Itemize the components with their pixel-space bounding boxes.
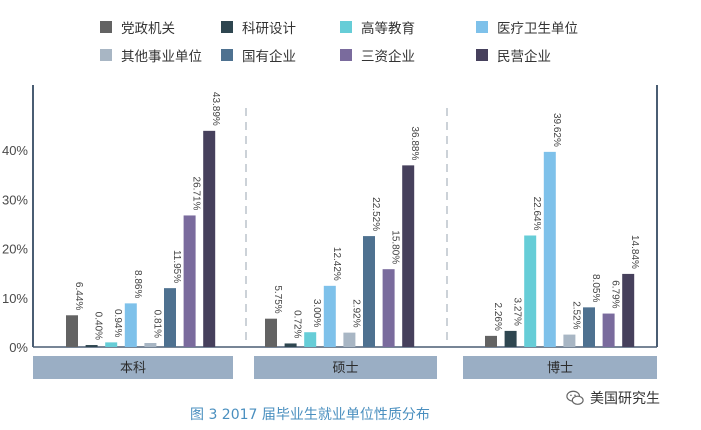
bar-data-label: 8.05% bbox=[590, 274, 601, 302]
legend-item: 国有企业 bbox=[221, 46, 296, 65]
bar bbox=[66, 315, 78, 347]
legend-swatch bbox=[221, 21, 233, 33]
bars bbox=[66, 130, 635, 347]
bar bbox=[543, 151, 556, 347]
bar-data-labels: 6.44% 5.75% 2.26% 0.40% 0.72% 3.27% 0.94% 3.00%… bbox=[73, 92, 640, 340]
bar bbox=[323, 285, 336, 347]
legend-label: 国有企业 bbox=[242, 49, 296, 65]
legend-item: 科研设计 bbox=[221, 18, 296, 37]
category-label: 本科 bbox=[120, 361, 146, 376]
category-band bbox=[254, 356, 437, 379]
bar bbox=[265, 318, 277, 347]
legend-label: 三资企业 bbox=[361, 49, 415, 65]
legend-label: 其他事业单位 bbox=[121, 49, 202, 65]
legend-item: 其他事业单位 bbox=[100, 46, 202, 65]
category-bands: 本科 硕士 博士 bbox=[33, 356, 657, 379]
y-tick-label: 30% bbox=[2, 192, 28, 207]
legend-swatch bbox=[100, 21, 112, 33]
bar-data-label: 14.84% bbox=[629, 235, 640, 269]
bar-data-label: 6.44% bbox=[73, 282, 84, 310]
bar bbox=[203, 130, 216, 347]
bar-data-label: 39.62% bbox=[551, 113, 562, 147]
bar-data-label: 3.00% bbox=[311, 299, 322, 327]
legend-swatch bbox=[100, 49, 112, 61]
legend-label: 高等教育 bbox=[361, 21, 415, 37]
legend-label: 民营企业 bbox=[497, 49, 551, 65]
bar bbox=[183, 215, 196, 347]
legend-swatch bbox=[340, 49, 352, 61]
legend-label: 科研设计 bbox=[242, 21, 296, 37]
bar-data-label: 0.81% bbox=[151, 310, 162, 338]
bar bbox=[105, 342, 118, 347]
bar-data-label: 2.92% bbox=[350, 299, 361, 327]
bar bbox=[485, 335, 497, 347]
bar-data-label: 6.79% bbox=[610, 280, 621, 308]
bar bbox=[144, 343, 157, 347]
bar-data-label: 22.64% bbox=[531, 197, 542, 231]
bar-data-label: 5.75% bbox=[272, 285, 283, 313]
bar bbox=[124, 303, 137, 347]
figure-caption: 图 3 2017 届毕业生就业单位性质分布 bbox=[190, 407, 430, 423]
watermark-text: 美国研究生 bbox=[590, 391, 660, 407]
legend-swatch bbox=[221, 49, 233, 61]
legend-item: 三资企业 bbox=[340, 46, 415, 65]
bar bbox=[284, 343, 297, 347]
bar-data-label: 26.71% bbox=[191, 177, 202, 211]
bar bbox=[504, 330, 517, 347]
category-label: 博士 bbox=[547, 361, 573, 376]
y-tick-label: 0% bbox=[9, 340, 28, 355]
bar bbox=[622, 273, 635, 347]
bar-data-label: 12.42% bbox=[331, 247, 342, 281]
bar bbox=[85, 345, 98, 347]
bar bbox=[304, 332, 317, 347]
bar-data-label: 2.26% bbox=[492, 303, 503, 331]
bar-data-label: 0.94% bbox=[112, 309, 123, 337]
bar bbox=[583, 307, 595, 347]
category-label: 硕士 bbox=[332, 361, 358, 376]
watermark: 美国研究生 bbox=[566, 388, 660, 408]
bar bbox=[524, 235, 537, 347]
bar-data-label: 11.95% bbox=[171, 250, 182, 283]
legend-swatch bbox=[340, 21, 352, 33]
legend-item: 高等教育 bbox=[340, 18, 415, 37]
bar bbox=[164, 288, 176, 347]
y-axis-ticks: 0% 10% 20% 30% 40% bbox=[2, 143, 28, 355]
bar bbox=[563, 334, 576, 347]
bar-data-label: 43.89% bbox=[210, 92, 221, 126]
y-tick-label: 40% bbox=[2, 143, 28, 158]
category-band bbox=[33, 356, 233, 379]
wechat-icon bbox=[566, 390, 584, 405]
bar bbox=[382, 269, 395, 347]
bar bbox=[363, 236, 375, 347]
legend-label: 医疗卫生单位 bbox=[497, 21, 578, 37]
bar bbox=[602, 313, 615, 347]
bar-data-label: 3.27% bbox=[512, 298, 523, 326]
legend-swatch bbox=[476, 49, 488, 61]
bar bbox=[343, 332, 356, 347]
legend-item: 党政机关 bbox=[100, 18, 175, 37]
bar bbox=[402, 165, 415, 347]
legend-swatch bbox=[476, 21, 488, 33]
legend-label: 党政机关 bbox=[121, 21, 175, 37]
legend-item: 民营企业 bbox=[476, 46, 551, 65]
y-tick-label: 20% bbox=[2, 242, 28, 257]
category-band bbox=[463, 356, 657, 379]
bar-data-label: 0.40% bbox=[93, 312, 104, 340]
bar-data-label: 22.52% bbox=[370, 197, 381, 231]
y-tick-label: 10% bbox=[2, 291, 28, 306]
bar-data-label: 15.80% bbox=[390, 230, 401, 264]
bar-data-label: 2.52% bbox=[570, 301, 581, 329]
bar-data-label: 36.88% bbox=[409, 126, 420, 160]
legend-item: 医疗卫生单位 bbox=[476, 18, 578, 37]
bar-data-label: 8.86% bbox=[132, 270, 143, 298]
bar-data-label: 0.72% bbox=[292, 310, 303, 338]
